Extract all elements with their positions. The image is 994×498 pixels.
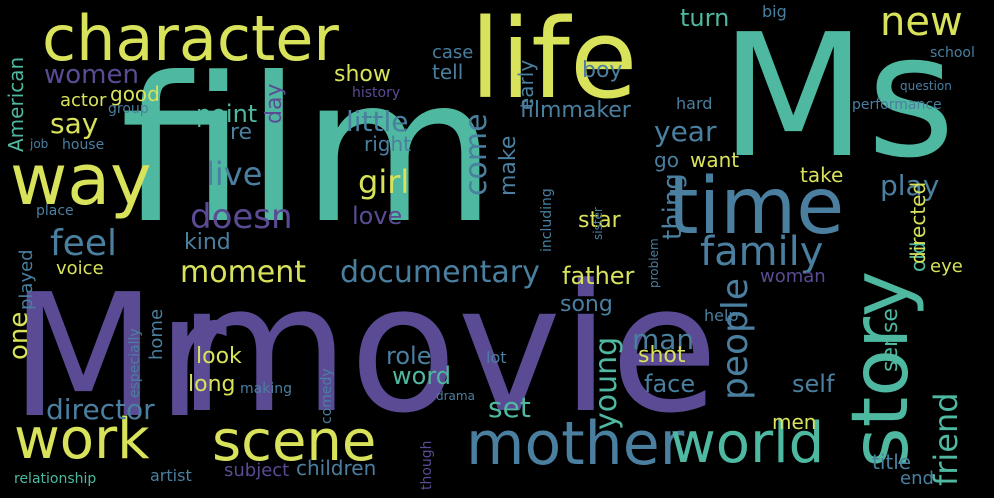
word-big: big xyxy=(762,2,787,21)
word-re: re xyxy=(230,120,253,145)
word-history: history xyxy=(352,85,401,101)
word-eye: eye xyxy=(930,256,963,277)
word-take: take xyxy=(800,163,844,187)
word-lot: lot xyxy=(486,348,507,367)
word-end: end xyxy=(900,468,934,489)
word-moment: moment xyxy=(180,255,307,290)
word-doesn: doesn xyxy=(190,197,293,237)
word-comedy: comedy xyxy=(319,368,335,424)
word-turn: turn xyxy=(680,4,730,32)
word-go: go xyxy=(654,148,679,172)
word-problem: problem xyxy=(647,238,661,288)
word-say: say xyxy=(50,107,99,140)
word-voice: voice xyxy=(56,258,104,279)
word-friend: friend xyxy=(927,392,965,486)
word-character: character xyxy=(42,2,339,75)
word-sense: sense xyxy=(878,308,903,372)
word-filmmaker: filmmaker xyxy=(520,98,631,123)
word-kind: kind xyxy=(184,230,231,255)
word-thing: thing xyxy=(658,173,688,240)
word-play: play xyxy=(880,169,940,202)
word-year: year xyxy=(654,115,717,148)
word-time: time xyxy=(668,162,845,252)
word-mother: mother xyxy=(466,409,685,479)
word-new: new xyxy=(880,0,963,45)
word-case: case xyxy=(432,42,474,63)
word-good: good xyxy=(110,82,160,106)
word-shot: shot xyxy=(638,343,686,368)
word-subject: subject xyxy=(224,460,290,481)
word-people: people xyxy=(715,277,756,400)
word-woman: woman xyxy=(760,266,826,287)
word-sister: sister xyxy=(591,207,605,240)
word-film: film xyxy=(120,35,497,268)
word-making: making xyxy=(240,381,292,397)
word-job: job xyxy=(30,137,49,151)
word-come: come xyxy=(459,113,494,196)
word-place: place xyxy=(36,203,74,219)
word-live: live xyxy=(206,155,263,193)
word-face: face xyxy=(644,370,696,398)
word-men: men xyxy=(772,410,817,434)
word-american: American xyxy=(4,56,28,152)
word-show: show xyxy=(334,62,391,87)
word-school: school xyxy=(930,45,975,61)
word-title: title xyxy=(872,450,912,474)
word-children: children xyxy=(296,456,377,480)
word-make: make xyxy=(496,135,521,196)
word-self: self xyxy=(792,370,835,398)
word-little: little xyxy=(346,105,409,138)
word-point: point xyxy=(196,100,258,128)
word-played: played xyxy=(16,249,37,310)
word-star: star xyxy=(578,208,621,233)
word-long: long xyxy=(188,372,236,397)
word-life: life xyxy=(470,0,638,123)
word-actor: actor xyxy=(60,90,107,111)
word-want: want xyxy=(690,148,740,172)
word-ms: Ms xyxy=(720,0,956,196)
word-tell: tell xyxy=(432,60,464,84)
word-song: song xyxy=(560,292,613,317)
word-mr: Mr xyxy=(10,258,227,456)
word-work: work xyxy=(14,407,150,472)
word-family: family xyxy=(700,229,824,275)
word-help: help xyxy=(704,306,739,325)
word-day: day xyxy=(262,83,287,124)
word-way: way xyxy=(10,139,152,221)
word-girl: girl xyxy=(358,163,410,201)
word-world: world xyxy=(670,411,825,476)
word-set: set xyxy=(488,391,531,424)
word-including: including xyxy=(539,188,555,252)
word-love: love xyxy=(352,202,403,230)
word-though: though xyxy=(419,440,435,490)
word-scene: scene xyxy=(212,409,377,474)
word-women: women xyxy=(44,60,139,90)
word-hard: hard xyxy=(676,94,713,113)
word-feel: feel xyxy=(50,223,117,264)
word-movie: movie xyxy=(178,247,719,452)
word-drama: drama xyxy=(436,389,475,403)
word-role: role xyxy=(386,342,432,370)
word-relationship: relationship xyxy=(14,471,97,487)
word-house: house xyxy=(62,137,105,153)
word-word: word xyxy=(392,362,451,390)
word-director: director xyxy=(46,393,155,426)
word-question: question xyxy=(900,79,952,93)
word-documentary: documentary xyxy=(340,255,540,290)
word-directed: directed xyxy=(906,181,930,264)
word-group: group xyxy=(108,101,149,117)
word-performance: performance xyxy=(852,97,942,113)
word-father: father xyxy=(562,262,635,290)
word-young: young xyxy=(589,336,624,430)
word-look: look xyxy=(196,344,242,369)
word-artist: artist xyxy=(150,466,192,485)
word-boy: boy xyxy=(582,58,623,83)
word-one: one xyxy=(4,311,34,360)
word-right: right xyxy=(364,132,411,156)
word-especially: especially xyxy=(127,328,143,398)
word-home: home xyxy=(146,308,167,360)
word-man: man xyxy=(632,323,695,356)
